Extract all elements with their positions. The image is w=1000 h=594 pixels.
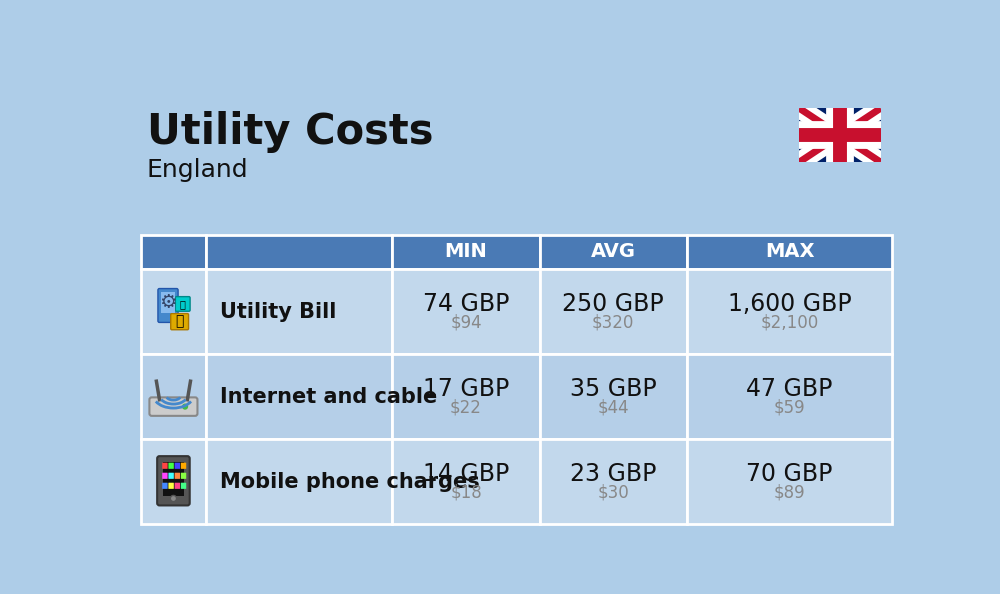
FancyBboxPatch shape	[175, 463, 180, 469]
Text: 17 GBP: 17 GBP	[423, 377, 509, 401]
Text: $44: $44	[597, 399, 629, 416]
Bar	[392, 269, 540, 354]
Bar	[206, 269, 392, 354]
Bar	[392, 235, 540, 269]
Text: Utility Costs: Utility Costs	[147, 111, 433, 153]
Text: $59: $59	[774, 399, 805, 416]
Text: MAX: MAX	[765, 242, 814, 261]
FancyBboxPatch shape	[157, 456, 190, 505]
Text: 74 GBP: 74 GBP	[423, 292, 509, 316]
Bar	[799, 108, 881, 162]
Text: ⚙: ⚙	[159, 293, 177, 312]
Text: 35 GBP: 35 GBP	[570, 377, 657, 401]
FancyBboxPatch shape	[168, 483, 174, 489]
Bar	[540, 354, 687, 439]
Bar	[687, 439, 892, 524]
Text: $2,100: $2,100	[760, 314, 819, 331]
FancyBboxPatch shape	[181, 463, 186, 469]
Text: 23 GBP: 23 GBP	[570, 462, 656, 486]
FancyBboxPatch shape	[158, 289, 178, 323]
Text: $320: $320	[592, 314, 634, 331]
Text: 14 GBP: 14 GBP	[423, 462, 509, 486]
FancyBboxPatch shape	[149, 397, 197, 416]
FancyBboxPatch shape	[168, 473, 174, 479]
Text: AVG: AVG	[591, 242, 636, 261]
Bar	[206, 354, 392, 439]
Bar	[687, 354, 892, 439]
FancyBboxPatch shape	[175, 473, 180, 479]
FancyBboxPatch shape	[171, 314, 189, 330]
Text: MIN: MIN	[445, 242, 487, 261]
Bar	[140, 235, 206, 269]
Circle shape	[170, 495, 177, 501]
Bar	[163, 462, 184, 496]
Text: Internet and cable: Internet and cable	[220, 387, 438, 407]
Text: 💧: 💧	[180, 299, 186, 309]
Text: $18: $18	[450, 484, 482, 501]
Bar	[140, 354, 206, 439]
Text: 🔌: 🔌	[175, 315, 184, 328]
Bar	[140, 269, 206, 354]
Bar	[687, 235, 892, 269]
Bar	[540, 235, 687, 269]
Bar	[206, 439, 392, 524]
Text: Utility Bill: Utility Bill	[220, 302, 337, 321]
FancyBboxPatch shape	[175, 296, 190, 311]
FancyBboxPatch shape	[168, 463, 174, 469]
Text: Mobile phone charges: Mobile phone charges	[220, 472, 480, 492]
Bar	[392, 439, 540, 524]
Bar	[540, 269, 687, 354]
Bar	[687, 269, 892, 354]
FancyBboxPatch shape	[162, 463, 168, 469]
Bar	[161, 292, 175, 313]
Bar	[206, 235, 392, 269]
Text: 70 GBP: 70 GBP	[746, 462, 833, 486]
Text: 47 GBP: 47 GBP	[746, 377, 833, 401]
Bar	[540, 439, 687, 524]
Text: 1,600 GBP: 1,600 GBP	[728, 292, 851, 316]
FancyBboxPatch shape	[181, 483, 186, 489]
FancyBboxPatch shape	[162, 483, 168, 489]
Text: 250 GBP: 250 GBP	[562, 292, 664, 316]
Text: England: England	[147, 157, 248, 182]
Bar	[140, 439, 206, 524]
Text: $94: $94	[450, 314, 482, 331]
FancyBboxPatch shape	[175, 483, 180, 489]
FancyBboxPatch shape	[162, 473, 168, 479]
FancyBboxPatch shape	[181, 473, 186, 479]
Text: $89: $89	[774, 484, 805, 501]
Text: $30: $30	[597, 484, 629, 501]
Bar	[392, 354, 540, 439]
Circle shape	[182, 403, 188, 410]
Text: $22: $22	[450, 399, 482, 416]
